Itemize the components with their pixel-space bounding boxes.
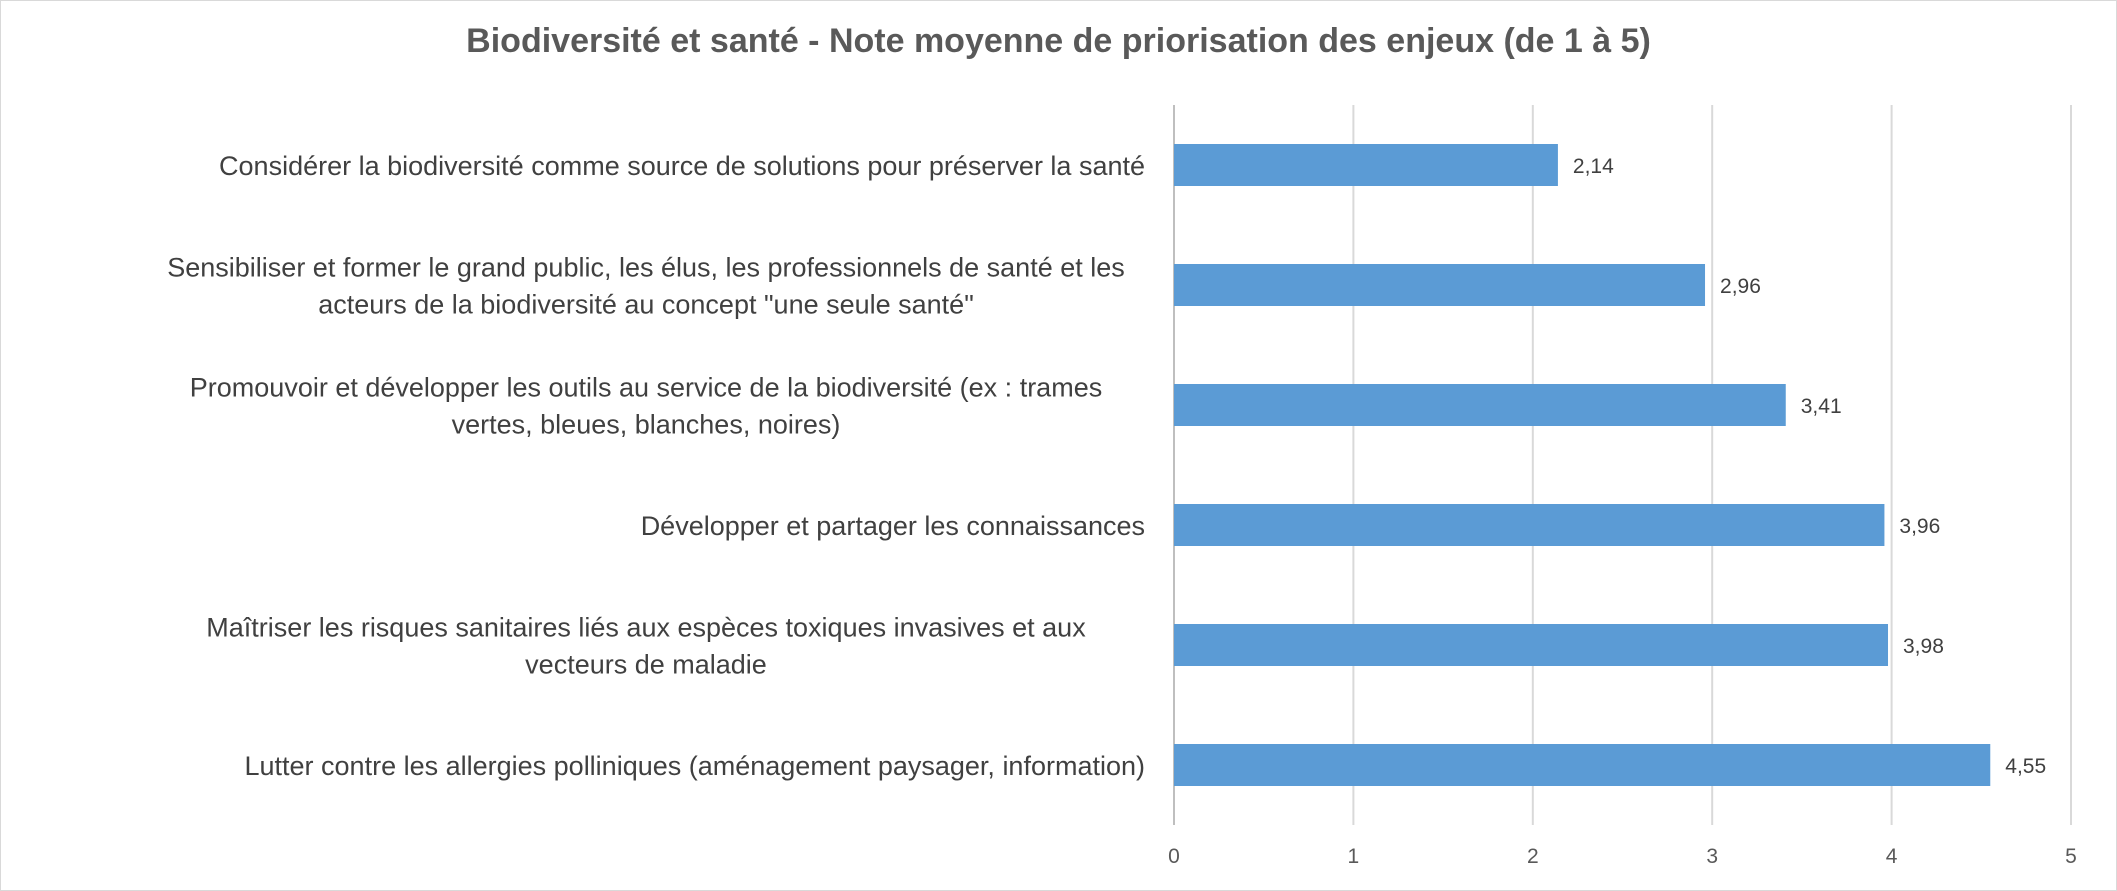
bar [1174, 384, 1786, 426]
x-tick-label: 2 [1527, 845, 1539, 868]
category-label-line: Développer et partager les connaissances [641, 511, 1145, 541]
category-label-line: Considérer la biodiversité comme source … [219, 151, 1145, 181]
category-label-line: acteurs de la biodiversité au concept "u… [318, 290, 974, 320]
data-label: 3,98 [1903, 635, 1944, 658]
data-label: 3,41 [1801, 395, 1842, 418]
x-tick-label: 4 [1886, 845, 1898, 868]
data-label: 4,55 [2005, 755, 2046, 778]
category-label-line: vertes, bleues, blanches, noires) [452, 410, 841, 440]
category-label-line: vecteurs de maladie [525, 650, 767, 680]
data-label: 2,96 [1720, 275, 1761, 298]
category-label: Développer et partager les connaissances [641, 511, 1145, 541]
category-label: Maîtriser les risques sanitaires liés au… [206, 613, 1086, 680]
category-label-line: Lutter contre les allergies polliniques … [245, 751, 1146, 781]
bar [1174, 744, 1991, 786]
category-label: Lutter contre les allergies polliniques … [245, 751, 1146, 781]
x-tick-label: 5 [2065, 845, 2077, 868]
x-tick-label: 3 [1706, 845, 1718, 868]
category-label-line: Promouvoir et développer les outils au s… [190, 373, 1102, 403]
x-tick-label: 1 [1348, 845, 1360, 868]
data-label: 3,96 [1899, 515, 1940, 538]
category-label: Promouvoir et développer les outils au s… [190, 373, 1102, 440]
category-label: Sensibiliser et former le grand public, … [167, 253, 1125, 320]
bar [1174, 144, 1558, 186]
chart-title: Biodiversité et santé - Note moyenne de … [466, 22, 1651, 60]
bar [1174, 264, 1706, 306]
bar [1174, 624, 1889, 666]
data-label: 2,14 [1573, 155, 1614, 178]
category-label-line: Maîtriser les risques sanitaires liés au… [206, 613, 1086, 643]
x-tick-label: 0 [1168, 845, 1180, 868]
category-label: Considérer la biodiversité comme source … [219, 151, 1145, 181]
bar [1174, 504, 1885, 546]
category-label-line: Sensibiliser et former le grand public, … [167, 253, 1125, 283]
